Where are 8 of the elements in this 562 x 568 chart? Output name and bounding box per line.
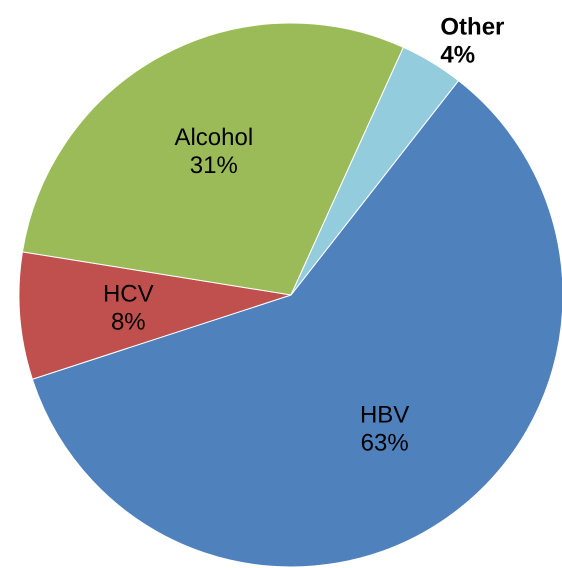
- data-label: 8%: [110, 308, 146, 336]
- data-label: 4%: [440, 41, 476, 68]
- slice-label: HCV: [102, 280, 154, 308]
- data-label: 31%: [190, 152, 238, 180]
- slice-label: Other: [440, 13, 504, 40]
- data-label: 63%: [360, 430, 409, 457]
- slice-label: HBV: [360, 402, 410, 429]
- slice-label: Alcohol: [174, 124, 254, 152]
